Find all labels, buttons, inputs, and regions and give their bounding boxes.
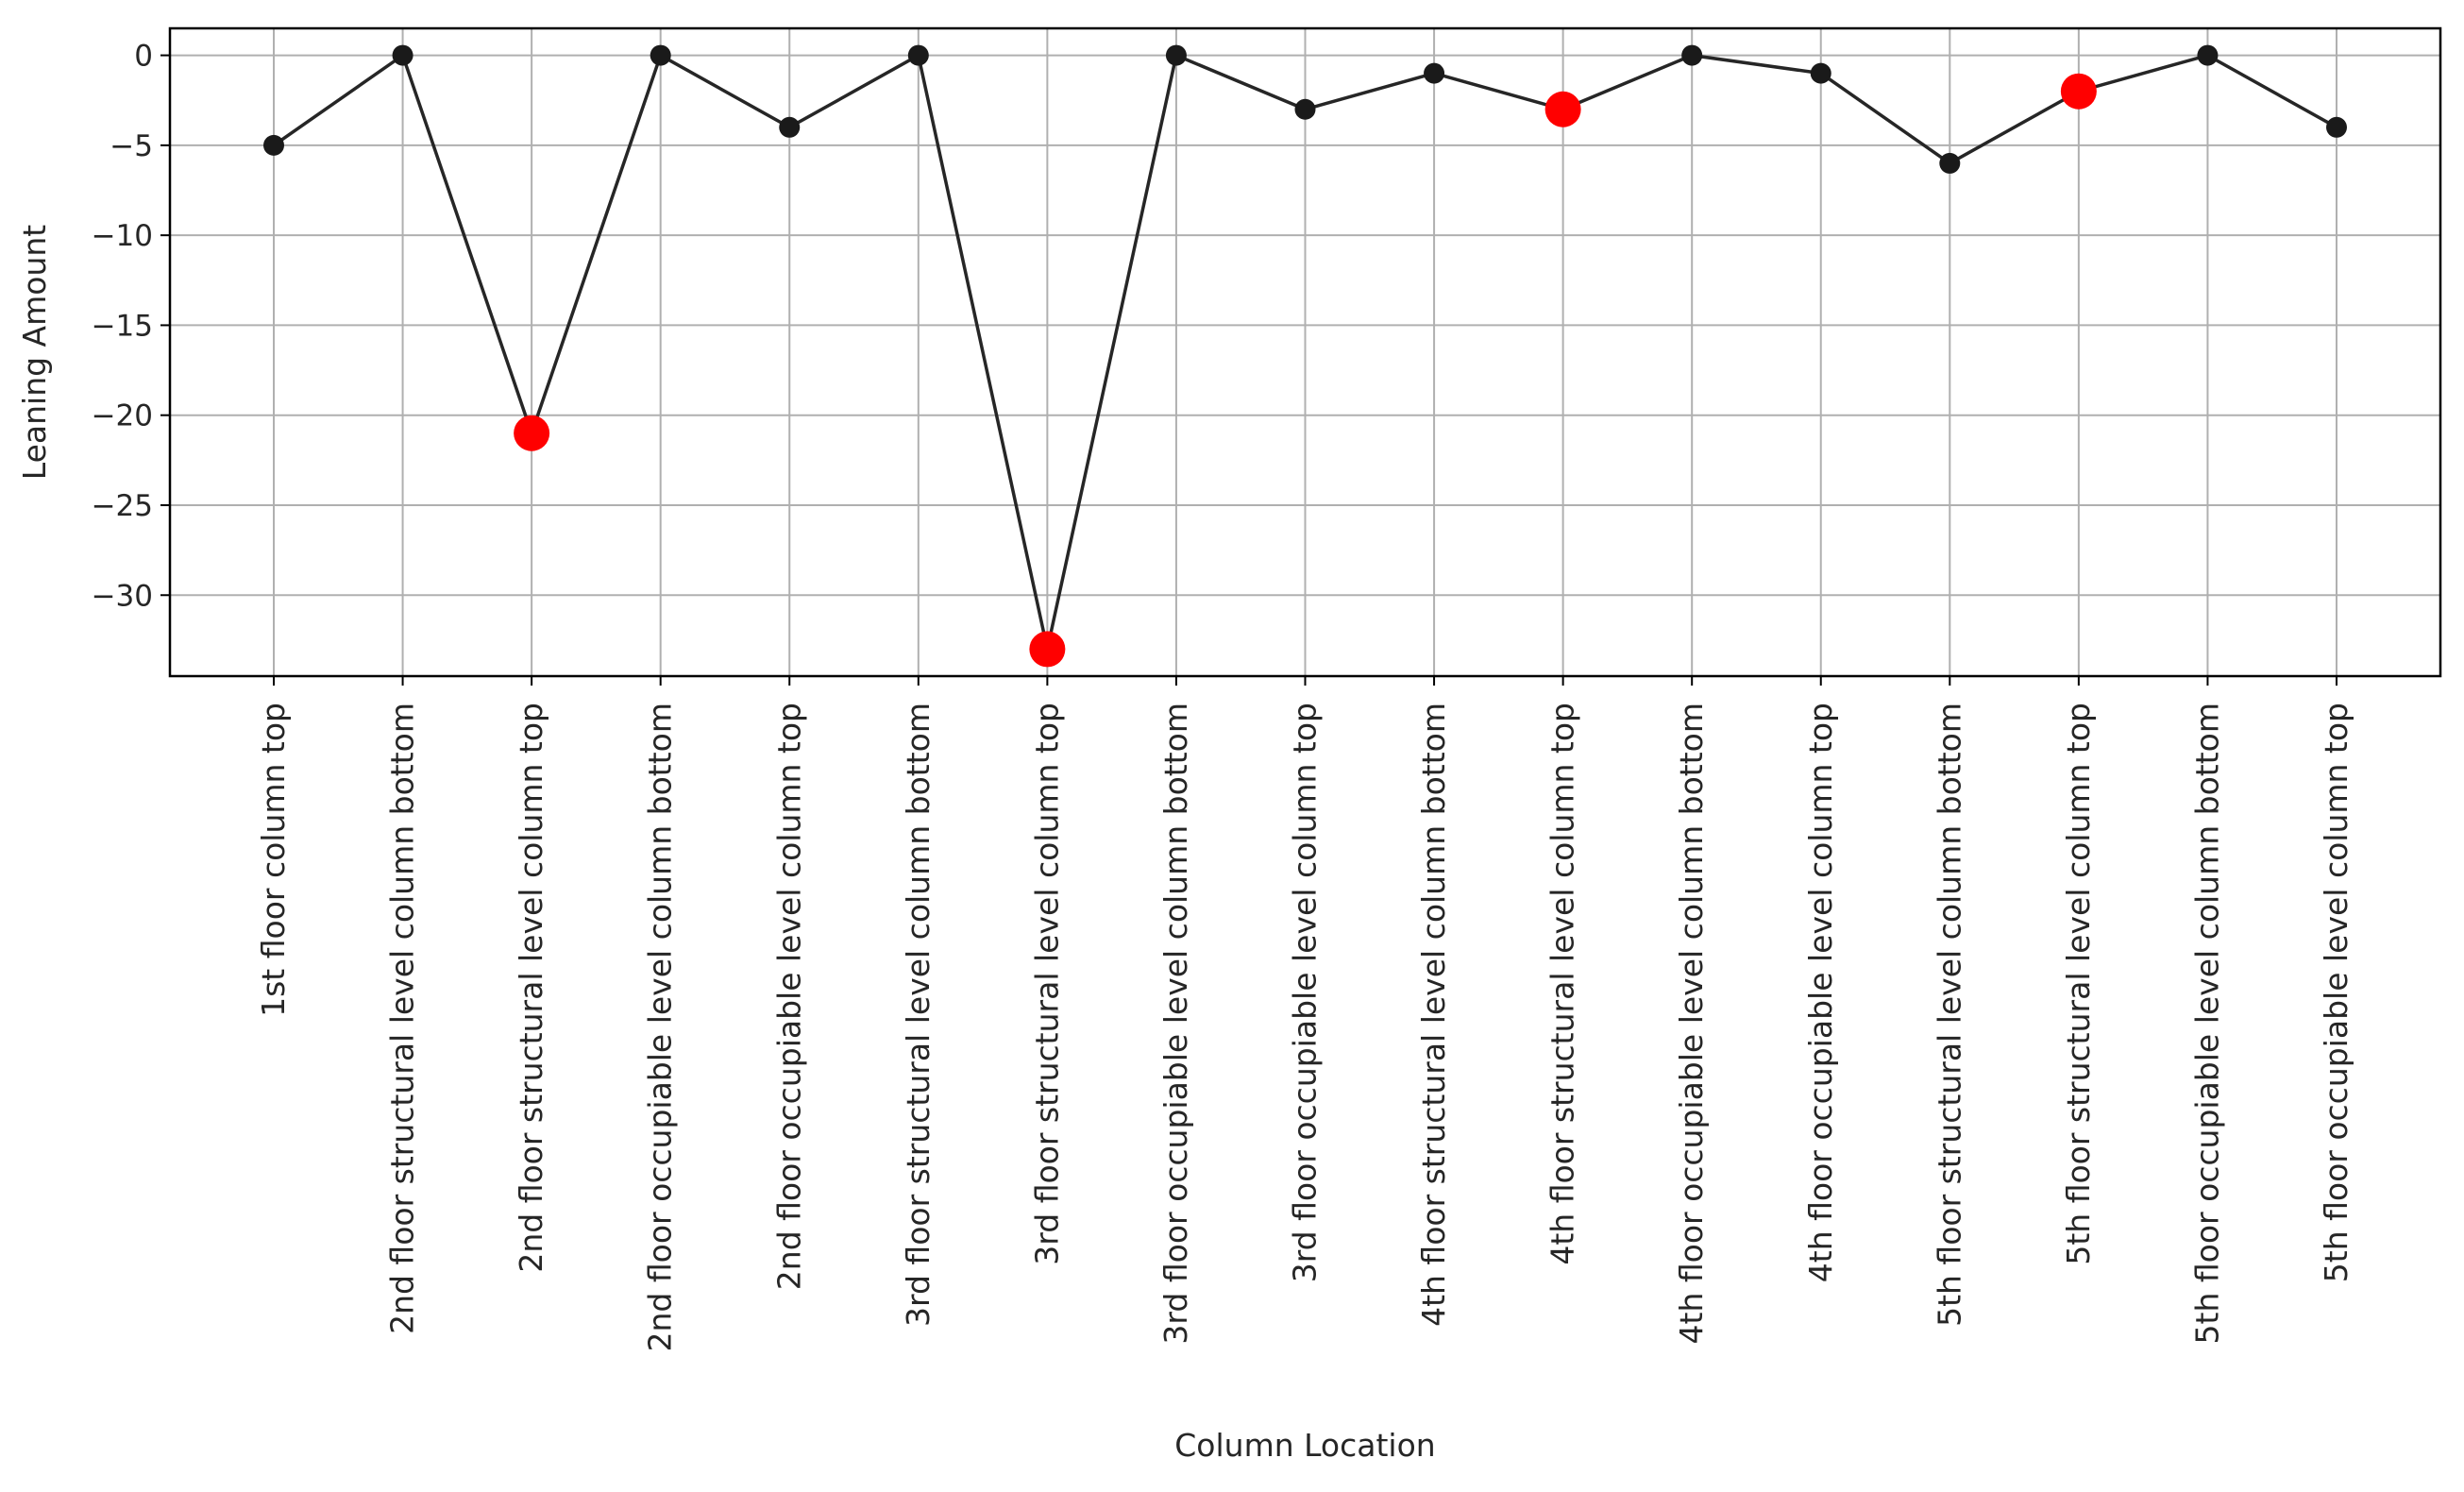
x-tick-label: 3rd floor structural level column top: [1028, 703, 1065, 1265]
grid: [170, 28, 2440, 676]
data-point: [263, 134, 284, 156]
x-tick-label: 4th floor occupiable level column top: [1802, 703, 1839, 1282]
x-tick-label: 4th floor occupiable level column bottom: [1673, 703, 1710, 1344]
x-tick-label: 2nd floor occupiable level column bottom: [642, 703, 679, 1352]
x-axis-label: Column Location: [1174, 1427, 1435, 1464]
x-tick-label: 5th floor occupiable level column bottom: [2188, 703, 2225, 1344]
data-point: [2326, 116, 2347, 138]
x-tick-label: 3rd floor occupiable level column bottom: [1157, 703, 1194, 1345]
y-axis-ticks: 0 −5 −10 −15 −20 −25 −30: [92, 40, 170, 613]
y-axis-label: Leaning Amount: [16, 225, 53, 481]
data-point: [1939, 152, 1961, 174]
y-tick-label: −25: [92, 489, 153, 523]
data-point: [1424, 62, 1445, 84]
y-tick-label: −15: [92, 309, 153, 343]
x-tick-label: 3rd floor occupiable level column top: [1287, 703, 1324, 1282]
data-point: [1165, 44, 1187, 66]
x-tick-label: 3rd floor structural level column bottom: [900, 703, 937, 1327]
x-tick-label: 4th floor structural level column bottom: [1415, 703, 1452, 1327]
data-point: [1294, 98, 1316, 120]
data-point: [907, 44, 929, 66]
x-tick-label: 2nd floor occupiable level column top: [770, 703, 807, 1290]
x-tick-label: 4th floor structural level column top: [1544, 703, 1581, 1265]
y-tick-label: −5: [110, 129, 153, 163]
y-tick-label: −30: [92, 579, 153, 613]
x-tick-label: 1st floor column top: [255, 703, 292, 1017]
y-tick-label: 0: [134, 40, 153, 74]
data-point: [779, 116, 801, 138]
y-tick-label: −10: [92, 219, 153, 253]
data-point: [2197, 44, 2219, 66]
highlighted-data-point: [2060, 73, 2097, 110]
x-tick-label: 2nd floor structural level column top: [513, 703, 549, 1273]
highlighted-data-point: [1029, 631, 1066, 668]
highlighted-data-point: [1544, 91, 1581, 127]
series: [263, 44, 2347, 668]
x-tick-label: 2nd floor structural level column bottom: [384, 703, 421, 1334]
x-tick-label: 5th floor structural level column bottom: [1931, 703, 1967, 1327]
data-point: [392, 44, 413, 66]
x-tick-label: 5th floor occupiable level column top: [2318, 703, 2354, 1282]
x-tick-label: 5th floor structural level column top: [2060, 703, 2097, 1265]
data-point: [650, 44, 671, 66]
x-axis-ticks: 1st floor column top 2nd floor structural…: [255, 676, 2354, 1352]
data-point: [1810, 62, 1831, 84]
data-point: [1681, 44, 1703, 66]
highlighted-data-point: [514, 415, 550, 451]
y-tick-label: −20: [92, 399, 153, 433]
